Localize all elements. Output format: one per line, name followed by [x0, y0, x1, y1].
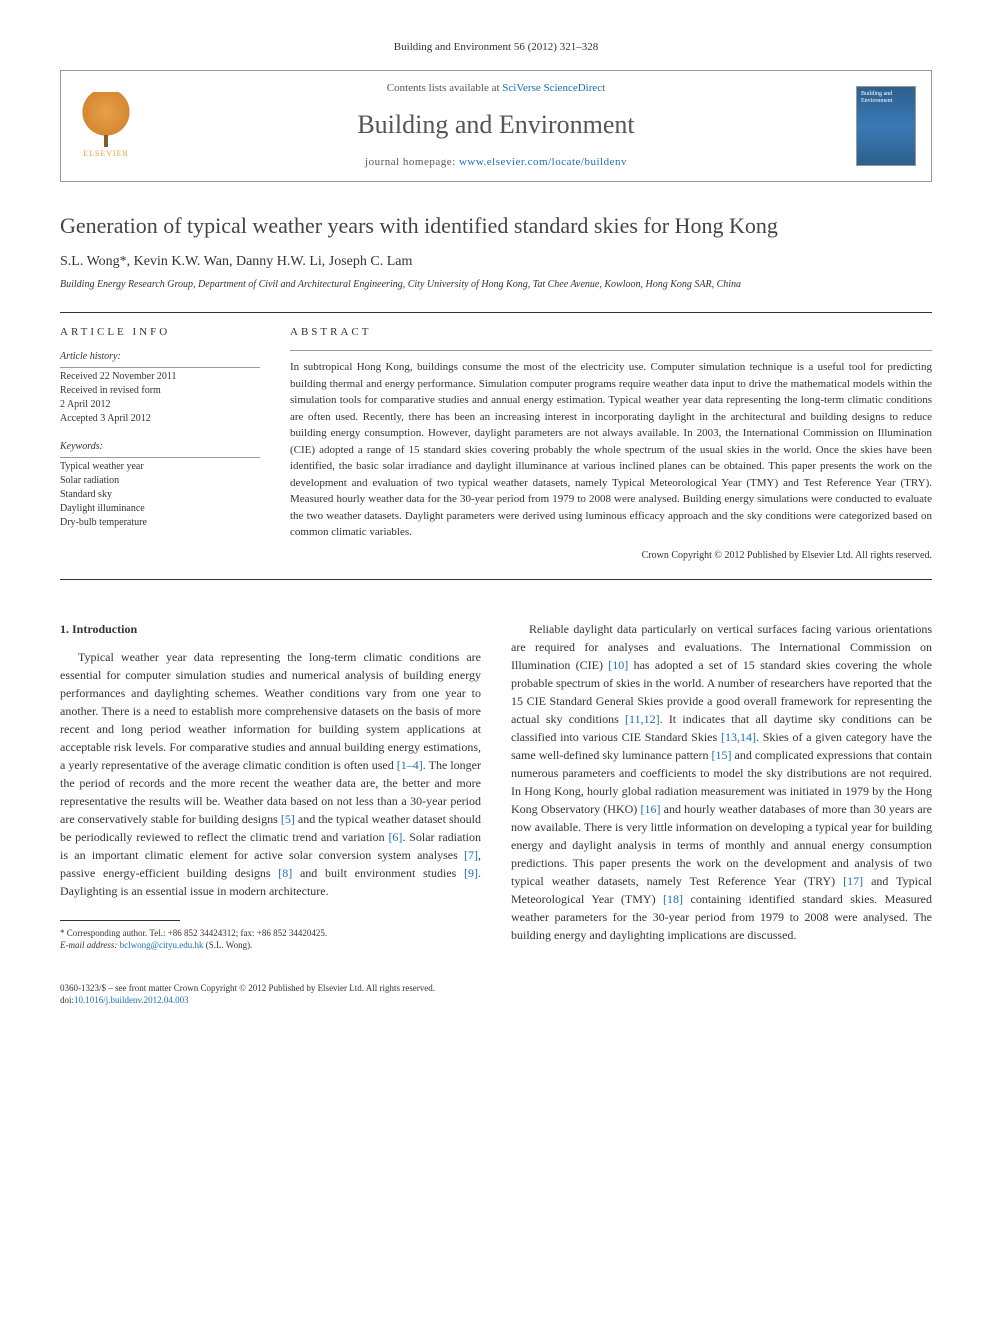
- email-suffix: (S.L. Wong).: [203, 940, 252, 950]
- intro-text-a: Typical weather year data representing t…: [60, 650, 481, 772]
- contents-prefix: Contents lists available at: [387, 82, 502, 94]
- affiliation-line: Building Energy Research Group, Departme…: [60, 278, 932, 292]
- article-title: Generation of typical weather years with…: [60, 212, 932, 241]
- corresponding-author-line: * Corresponding author. Tel.: +86 852 34…: [60, 927, 481, 940]
- sciverse-link[interactable]: SciVerse ScienceDirect: [502, 82, 605, 94]
- email-line: E-mail address: bclwong@cityu.edu.hk (S.…: [60, 939, 481, 952]
- elsevier-tree-icon: [81, 92, 131, 142]
- corresponding-footnote: * Corresponding author. Tel.: +86 852 34…: [60, 927, 481, 952]
- abstract-heading: ABSTRACT: [290, 325, 932, 340]
- history-revised-label: Received in revised form: [60, 384, 260, 398]
- keyword-4: Dry-bulb temperature: [60, 516, 260, 530]
- email-label: E-mail address:: [60, 940, 120, 950]
- footnote-separator: [60, 920, 180, 921]
- ref-link-1-4[interactable]: [1–4]: [397, 758, 423, 772]
- history-received: Received 22 November 2011: [60, 370, 260, 384]
- body-column-left: 1. Introduction Typical weather year dat…: [60, 620, 481, 952]
- elsevier-label: ELSEVIER: [83, 148, 129, 159]
- keyword-1: Solar radiation: [60, 474, 260, 488]
- ref-link-11-12[interactable]: [11,12]: [625, 712, 660, 726]
- ref-link-17[interactable]: [17]: [843, 874, 863, 888]
- intro-paragraph-2: Reliable daylight data particularly on v…: [511, 620, 932, 944]
- keyword-2: Standard sky: [60, 488, 260, 502]
- homepage-prefix: journal homepage:: [365, 156, 459, 168]
- journal-name: Building and Environment: [136, 107, 856, 143]
- corresponding-email-link[interactable]: bclwong@cityu.edu.hk: [120, 940, 204, 950]
- issn-copyright-line: 0360-1323/$ – see front matter Crown Cop…: [60, 982, 932, 995]
- body-column-right: Reliable daylight data particularly on v…: [511, 620, 932, 952]
- intro-text-f: and built environment studies: [292, 866, 464, 880]
- article-history-heading: Article history:: [60, 350, 260, 368]
- ref-link-15[interactable]: [15]: [712, 748, 732, 762]
- ref-link-16[interactable]: [16]: [640, 802, 660, 816]
- header-citation: Building and Environment 56 (2012) 321–3…: [60, 40, 932, 55]
- doi-prefix: doi:: [60, 995, 74, 1005]
- abstract-panel: ABSTRACT In subtropical Hong Kong, build…: [290, 325, 932, 563]
- article-info-panel: ARTICLE INFO Article history: Received 2…: [60, 325, 260, 563]
- ref-link-7[interactable]: [7]: [464, 848, 478, 862]
- journal-cover-thumbnail[interactable]: Building and Environment: [856, 86, 916, 166]
- keyword-3: Daylight illuminance: [60, 502, 260, 516]
- keyword-0: Typical weather year: [60, 460, 260, 474]
- journal-homepage-line: journal homepage: www.elsevier.com/locat…: [136, 155, 856, 170]
- ref-link-6[interactable]: [6]: [388, 830, 402, 844]
- authors-line: S.L. Wong*, Kevin K.W. Wan, Danny H.W. L…: [60, 252, 932, 272]
- doi-line: doi:10.1016/j.buildenv.2012.04.003: [60, 994, 932, 1007]
- ref-link-9[interactable]: [9]: [464, 866, 478, 880]
- history-revised-date: 2 April 2012: [60, 398, 260, 412]
- body-columns: 1. Introduction Typical weather year dat…: [60, 620, 932, 952]
- contents-lists-text: Contents lists available at SciVerse Sci…: [136, 81, 856, 96]
- homepage-link[interactable]: www.elsevier.com/locate/buildenv: [459, 156, 627, 168]
- doi-link[interactable]: 10.1016/j.buildenv.2012.04.003: [74, 995, 189, 1005]
- keywords-heading: Keywords:: [60, 440, 260, 458]
- abstract-copyright: Crown Copyright © 2012 Published by Else…: [290, 549, 932, 563]
- journal-cover-label: Building and Environment: [861, 91, 911, 104]
- article-info-heading: ARTICLE INFO: [60, 325, 260, 340]
- ref-link-13-14[interactable]: [13,14]: [721, 730, 756, 744]
- abstract-text: In subtropical Hong Kong, buildings cons…: [290, 350, 932, 541]
- history-accepted: Accepted 3 April 2012: [60, 412, 260, 426]
- ref-link-10[interactable]: [10]: [608, 658, 628, 672]
- page-footer: 0360-1323/$ – see front matter Crown Cop…: [60, 982, 932, 1007]
- section-1-heading: 1. Introduction: [60, 620, 481, 638]
- elsevier-logo[interactable]: ELSEVIER: [76, 91, 136, 161]
- ref-link-5[interactable]: [5]: [281, 812, 295, 826]
- journal-header-box: ELSEVIER Contents lists available at Sci…: [60, 70, 932, 181]
- ref-link-18[interactable]: [18]: [663, 892, 683, 906]
- ref-link-8[interactable]: [8]: [278, 866, 292, 880]
- intro-paragraph-1: Typical weather year data representing t…: [60, 648, 481, 900]
